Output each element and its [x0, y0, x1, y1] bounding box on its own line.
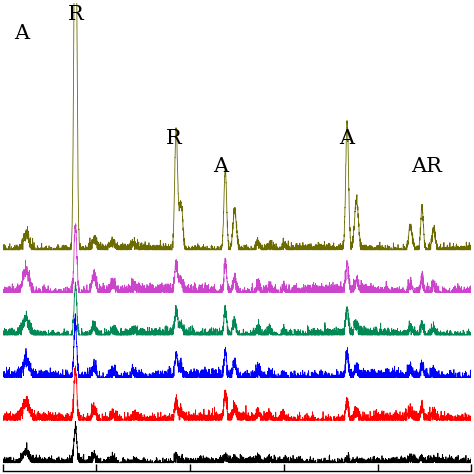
Text: A: A	[14, 24, 29, 43]
Text: A: A	[339, 129, 355, 148]
Text: R: R	[67, 5, 83, 24]
Text: R: R	[166, 129, 182, 148]
Text: A: A	[213, 157, 228, 176]
Text: AR: AR	[411, 157, 442, 176]
